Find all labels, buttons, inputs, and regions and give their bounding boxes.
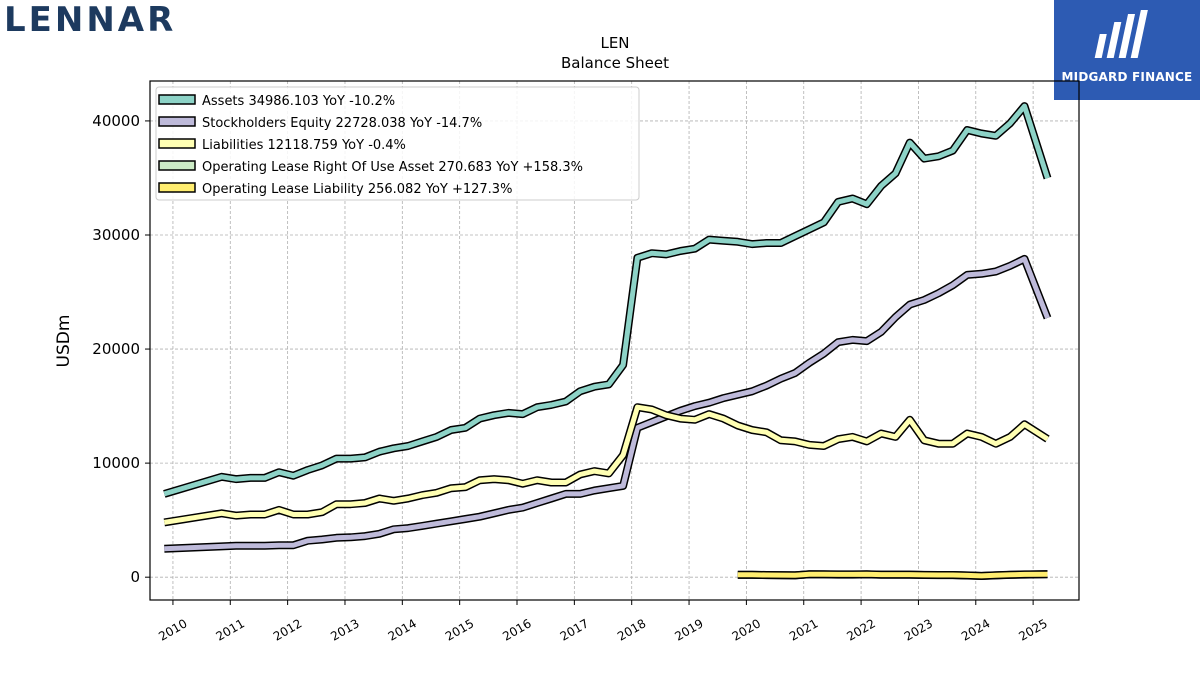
legend-label-1: Stockholders Equity 22728.038 YoY -14.7% bbox=[202, 116, 482, 131]
series-line-2 bbox=[163, 404, 1049, 525]
x-tick-label: 2021 bbox=[787, 616, 820, 643]
y-tick-label: 40000 bbox=[92, 112, 140, 130]
legend-swatch-0 bbox=[158, 94, 196, 105]
x-tick-label: 2015 bbox=[443, 616, 476, 643]
x-tick-label: 2011 bbox=[214, 616, 247, 643]
x-tick-label: 2019 bbox=[672, 616, 705, 643]
x-tick-label: 2024 bbox=[959, 616, 992, 643]
y-axis-ticks: 0 10000 20000 30000 40000 bbox=[92, 112, 150, 586]
x-tick-label: 2017 bbox=[558, 616, 591, 643]
x-tick-label: 2010 bbox=[156, 616, 189, 643]
series-lines bbox=[163, 102, 1052, 580]
legend-label-4: Operating Lease Liability 256.082 YoY +1… bbox=[202, 182, 512, 197]
x-tick-label: 2014 bbox=[386, 616, 419, 643]
lennar-logo: LENNAR bbox=[4, 2, 176, 36]
series-line-1 bbox=[164, 256, 1050, 552]
midgard-emblem-icon bbox=[1094, 10, 1148, 58]
legend-label-3: Operating Lease Right Of Use Asset 270.6… bbox=[202, 160, 583, 175]
x-tick-label: 2025 bbox=[1016, 616, 1049, 643]
y-tick-label: 0 bbox=[130, 568, 140, 586]
legend-label-2: Liabilities 12118.759 YoY -0.4% bbox=[202, 138, 406, 153]
x-tick-label: 2022 bbox=[844, 616, 877, 643]
legend-swatch-4 bbox=[158, 182, 196, 193]
x-tick-label: 2018 bbox=[615, 616, 648, 643]
midgard-finance-text: MIDGARD FINANCE bbox=[1061, 70, 1193, 84]
y-axis-label: USDm bbox=[54, 315, 74, 368]
x-tick-label: 2013 bbox=[328, 616, 361, 643]
x-axis-ticks: 2010 2011 2012 2013 2014 2015 2016 2017 2018 2019… bbox=[156, 600, 1050, 644]
chart-subtitle: Balance Sheet bbox=[561, 54, 669, 72]
legend-swatch-2 bbox=[158, 138, 196, 149]
x-tick-label: 2020 bbox=[730, 616, 763, 643]
midgard-finance-logo: MIDGARD FINANCE bbox=[1054, 0, 1200, 100]
series-line-4 bbox=[737, 571, 1048, 579]
legend-box bbox=[155, 86, 640, 201]
series-line-0 bbox=[163, 103, 1050, 497]
legend-swatch-3 bbox=[158, 160, 196, 171]
x-tick-label: 2012 bbox=[271, 616, 304, 643]
y-tick-label: 30000 bbox=[92, 226, 140, 244]
legend-swatch-1 bbox=[158, 116, 196, 127]
plot-frame bbox=[149, 80, 1080, 601]
legend: Assets 34986.103 YoY -10.2% Stockholders … bbox=[155, 86, 640, 201]
x-tick-label: 2016 bbox=[500, 616, 533, 643]
y-tick-label: 10000 bbox=[92, 454, 140, 472]
y-tick-label: 20000 bbox=[92, 340, 140, 358]
legend-label-0: Assets 34986.103 YoY -10.2% bbox=[202, 94, 395, 109]
x-tick-label: 2023 bbox=[902, 616, 935, 643]
lennar-logo-text: LENNAR bbox=[4, 2, 176, 36]
chart-title: LEN bbox=[600, 34, 629, 52]
